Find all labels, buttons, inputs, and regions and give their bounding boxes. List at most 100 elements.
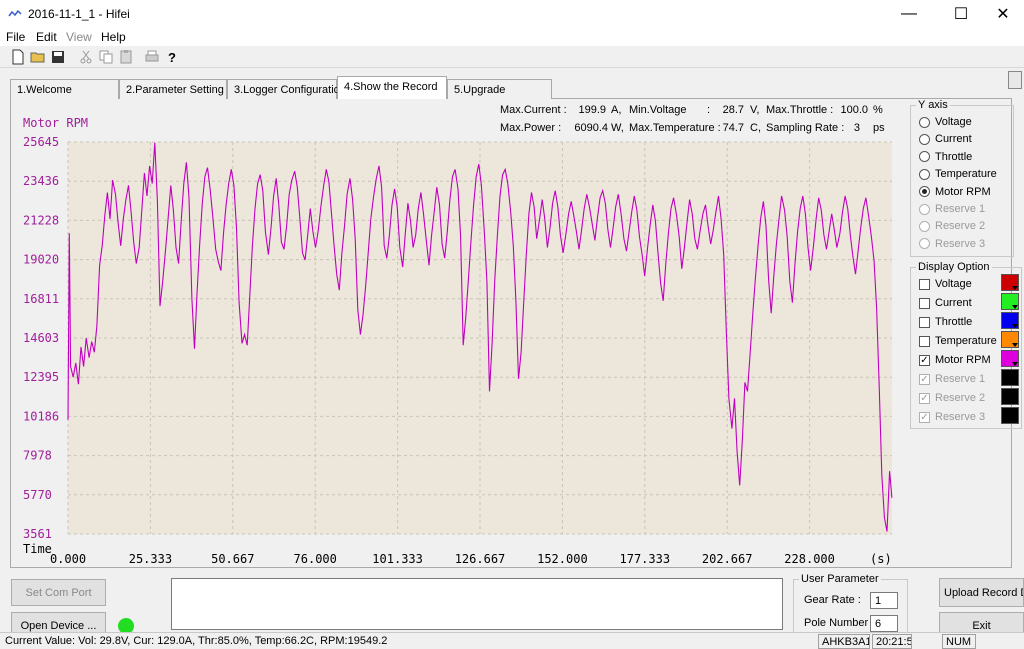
max-temperature-label: Max.Temperature : <box>629 122 721 134</box>
x-tick-label: 0.000 <box>50 552 86 566</box>
title-bar[interactable]: 2016-11-1_1 - Hifei — ☐ ✕ <box>0 0 1024 28</box>
color-picker-swatch[interactable] <box>1001 350 1019 367</box>
y-axis-option-label: Current <box>935 133 972 146</box>
min-voltage-colon: : <box>707 104 711 116</box>
scroll-handle[interactable] <box>1008 71 1022 89</box>
x-tick-label: 177.333 <box>620 552 671 566</box>
max-power-value: 6090.4 <box>574 122 608 134</box>
radio-button[interactable] <box>919 186 930 198</box>
y-tick-label: 25645 <box>23 135 59 149</box>
save-icon[interactable] <box>50 49 66 65</box>
sampling-rate-unit: ps <box>873 122 885 134</box>
upload-record-data-button[interactable]: Upload Record Data <box>939 578 1024 607</box>
y-axis-option-throttle[interactable]: Throttle <box>919 151 972 163</box>
menu-edit[interactable]: Edit <box>36 30 57 44</box>
tab-show-the-record[interactable]: 4.Show the Record <box>337 76 447 99</box>
pole-number-input[interactable]: 6 <box>870 615 898 632</box>
max-power-unit: W, <box>611 122 624 134</box>
color-picker-swatch[interactable] <box>1001 293 1019 310</box>
checkbox[interactable] <box>919 316 930 328</box>
motor-rpm-series-line <box>67 142 893 532</box>
tab-welcome[interactable]: 1.Welcome <box>10 79 119 99</box>
y-axis-option-reserve-2[interactable]: Reserve 2 <box>919 220 985 232</box>
help-icon[interactable]: ? <box>164 49 180 65</box>
checkbox[interactable]: ✓ <box>919 354 930 366</box>
motor-rpm-chart[interactable]: 25645 23436 21228 19020 16811 14603 12395 10186… <box>10 110 900 570</box>
color-picker-swatch[interactable] <box>1001 331 1019 348</box>
plot-area <box>68 142 892 534</box>
maximize-button[interactable]: ☐ <box>953 6 969 23</box>
color-picker-swatch[interactable] <box>1001 312 1019 329</box>
radio-button[interactable] <box>919 151 930 163</box>
y-axis-option-current[interactable]: Current <box>919 133 972 145</box>
tab-parameter-setting[interactable]: 2.Parameter Setting <box>119 79 227 99</box>
radio-button[interactable] <box>919 133 930 145</box>
checkbox[interactable] <box>919 335 930 347</box>
checkbox[interactable]: ✓ <box>919 373 930 385</box>
app-logo-icon <box>8 9 22 17</box>
display-option-label: Current <box>935 297 972 309</box>
checkbox[interactable]: ✓ <box>919 392 930 404</box>
color-picker-swatch[interactable] <box>1001 388 1019 405</box>
new-file-icon[interactable] <box>10 49 26 65</box>
color-picker-swatch[interactable] <box>1001 407 1019 424</box>
checkbox[interactable] <box>919 297 930 309</box>
display-option-reserve-2[interactable]: ✓ Reserve 2 <box>919 392 985 404</box>
current-value-status: Current Value: Vol: 29.8V, Cur: 129.0A, … <box>5 635 388 647</box>
y-axis-option-label: Voltage <box>935 116 972 128</box>
display-option-label: Throttle <box>935 316 973 328</box>
display-option-temperature[interactable]: Temperature <box>919 335 997 347</box>
max-throttle-value: 100.0 <box>840 104 868 116</box>
color-picker-swatch[interactable] <box>1001 369 1019 386</box>
tab-upgrade[interactable]: 5.Upgrade <box>447 79 552 99</box>
pole-number-label: Pole Number : <box>804 617 875 629</box>
display-option-reserve-3[interactable]: ✓ Reserve 3 <box>919 411 985 423</box>
print-icon[interactable] <box>144 49 160 65</box>
gear-rate-input[interactable]: 1 <box>870 592 898 609</box>
checkbox[interactable]: ✓ <box>919 411 930 423</box>
radio-button[interactable] <box>919 238 930 250</box>
display-option-reserve-1[interactable]: ✓ Reserve 1 <box>919 373 985 385</box>
radio-button[interactable] <box>919 220 930 232</box>
y-axis-option-voltage[interactable]: Voltage <box>919 116 972 128</box>
y-axis-option-reserve-1[interactable]: Reserve 1 <box>919 203 985 215</box>
log-output-box[interactable] <box>171 578 783 630</box>
y-tick-labels: 25645 23436 21228 19020 16811 14603 12395 10186… <box>23 135 59 541</box>
radio-button[interactable] <box>919 203 930 215</box>
open-folder-icon[interactable] <box>30 49 46 65</box>
y-axis-option-reserve-3[interactable]: Reserve 3 <box>919 238 985 250</box>
y-axis-option-temperature[interactable]: Temperature <box>919 168 997 180</box>
set-com-port-button[interactable]: Set Com Port <box>11 579 106 606</box>
minimize-button[interactable]: — <box>901 5 917 22</box>
menu-view[interactable]: View <box>66 30 92 44</box>
color-picker-swatch[interactable] <box>1001 274 1019 291</box>
display-option-group-title: Display Option <box>916 261 992 273</box>
tab-logger-configuration[interactable]: 3.Logger Configuration <box>227 79 346 99</box>
y-axis-option-label: Motor RPM <box>935 185 991 198</box>
display-option-motor-rpm[interactable]: ✓ Motor RPM <box>919 354 991 366</box>
close-button[interactable]: ✕ <box>996 6 1010 23</box>
copy-icon[interactable] <box>98 49 114 65</box>
menu-help[interactable]: Help <box>101 30 126 44</box>
num-lock-status: NUM <box>942 634 976 649</box>
y-axis-option-motor-rpm[interactable]: Motor RPM <box>919 186 991 198</box>
max-throttle-label: Max.Throttle : <box>766 104 834 116</box>
paste-icon[interactable] <box>118 49 134 65</box>
display-option-voltage[interactable]: Voltage <box>919 278 972 290</box>
x-tick-labels: 0.000 25.333 50.667 76.000 101.333 126.667 152… <box>50 552 835 566</box>
menu-file[interactable]: File <box>6 30 26 44</box>
radio-button[interactable] <box>919 168 930 180</box>
y-axis-option-label: Throttle <box>935 150 973 163</box>
min-voltage-unit: V, <box>750 104 760 116</box>
checkbox[interactable] <box>919 278 930 290</box>
display-option-throttle[interactable]: Throttle <box>919 316 972 328</box>
display-option-current[interactable]: Current <box>919 297 972 309</box>
cut-icon[interactable] <box>78 49 94 65</box>
radio-button[interactable] <box>919 116 930 128</box>
y-tick-label: 21228 <box>23 213 59 227</box>
max-power-label: Max.Power : <box>500 122 562 134</box>
x-axis-label: Time <box>23 542 52 556</box>
y-tick-label: 5770 <box>23 488 52 502</box>
y-tick-label: 14603 <box>23 331 59 345</box>
